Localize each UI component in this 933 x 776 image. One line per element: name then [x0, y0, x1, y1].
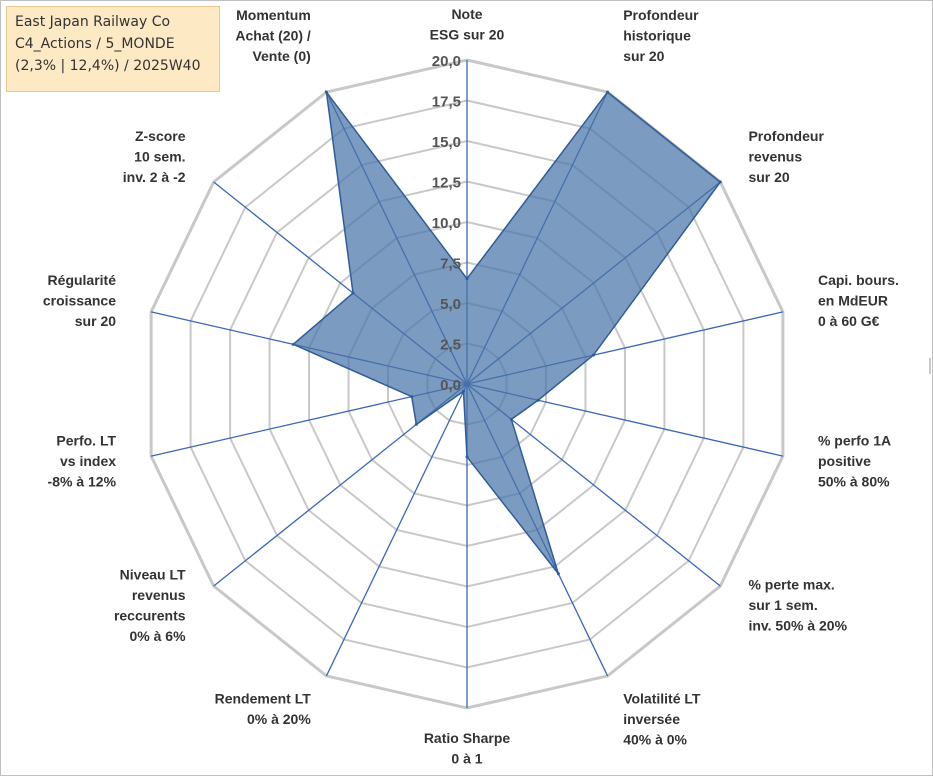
series-area [291, 89, 722, 575]
axis-label: Rendement LT 0% à 20% [215, 690, 312, 727]
chart-title-box: East Japan Railway Co C4_Actions / 5_MON… [6, 6, 220, 92]
axis-label-line: Capi. bours. [818, 272, 899, 288]
tick-label: 7,5 [440, 256, 461, 273]
series-point [591, 353, 595, 357]
axis-label-line: historique [623, 28, 691, 44]
axis-label-line: % perfo 1A [818, 432, 891, 448]
axis-label-line: Ratio Sharpe [424, 730, 511, 746]
series-point [606, 90, 610, 94]
axis-label-line: croissance [43, 293, 116, 309]
axis-spoke [325, 383, 468, 677]
series-point [414, 422, 418, 426]
axis-label-line: en MdEUR [818, 293, 888, 309]
axis-label-line: Niveau LT [120, 566, 186, 582]
axis-label-line: sur 20 [75, 313, 116, 329]
axis-label-line: 0 à 1 [451, 751, 482, 767]
axis-label-line: Momentum [236, 7, 311, 23]
series-point [536, 398, 540, 402]
axis-label-line: positive [818, 453, 871, 469]
axis-label: Ratio Sharpe 0 à 1 [424, 730, 511, 767]
axis-label: % perte max. sur 1 sem. inv. 50% à 20% [748, 577, 847, 634]
series-point [291, 342, 295, 346]
axis-label: Volatilité LT inversée 40% à 0% [623, 690, 701, 747]
axis-label-line: revenus [132, 587, 186, 603]
axis-label-line: 0% à 20% [247, 711, 311, 727]
axis-label-line: Volatilité LT [623, 690, 701, 706]
axis-label-line: 50% à 80% [818, 473, 890, 489]
axis-label-line: ESG sur 20 [430, 27, 505, 43]
axis-label-line: inversée [623, 711, 680, 727]
axis-label: Z-score 10 sem. inv. 2 à -2 [123, 128, 186, 185]
axis-label-line: Rendement LT [215, 690, 312, 706]
tick-label: 2,5 [440, 337, 461, 354]
tick-label: 12,5 [432, 175, 461, 192]
tick-label: 20,0 [432, 53, 461, 70]
axis-label-line: Profondeur [748, 128, 824, 144]
series-point [556, 572, 560, 576]
series-point [410, 395, 414, 399]
axis-label: % perfo 1A positive 50% à 80% [818, 432, 891, 489]
axis-label-line: Vente (0) [252, 48, 310, 64]
tick-label: 5,0 [440, 296, 461, 313]
axis-label-line: sur 20 [748, 169, 789, 185]
tick-label: 10,0 [432, 215, 461, 232]
axis-label-line: Perfo. LT [56, 432, 116, 448]
series-point [351, 291, 355, 295]
axis-label-line: Z-score [135, 128, 186, 144]
radar-series [291, 89, 722, 576]
tick-label: 0,0 [440, 377, 461, 394]
axis-label: Momentum Achat (20) / Vente (0) [235, 7, 311, 64]
axis-label-line: 0 à 60 G€ [818, 313, 880, 329]
title-line-range: (2,3% | 12,4%) / 2025W40 [15, 58, 201, 74]
axis-label-line: sur 20 [623, 48, 664, 64]
series-point [461, 389, 465, 393]
axis-label: Profondeur revenus sur 20 [748, 128, 824, 185]
radar-axis-labels: Note ESG sur 20 Profondeur historique sur 20… [43, 6, 899, 767]
axis-label-line: Achat (20) / [235, 28, 311, 44]
radar-tick-labels: 0,0 2,5 5,0 7,5 10,0 12,5 15,0 17,5 20,0 [432, 53, 461, 394]
axis-label-line: Profondeur [623, 7, 699, 23]
axis-label-line: inv. 50% à 20% [748, 618, 847, 634]
axis-label-line: sur 1 sem. [748, 597, 817, 613]
title-line-category: C4_Actions / 5_MONDE [15, 36, 175, 52]
series-point [718, 180, 722, 184]
axis-label-line: 40% à 0% [623, 731, 687, 747]
series-point [324, 90, 328, 94]
title-line-company: East Japan Railway Co [15, 14, 171, 30]
axis-label-line: vs index [60, 453, 116, 469]
axis-label-line: inv. 2 à -2 [123, 169, 186, 185]
tick-label: 17,5 [432, 94, 461, 111]
axis-label: Perfo. LT vs index -8% à 12% [48, 432, 117, 489]
axis-label-line: % perte max. [748, 577, 834, 593]
axis-label-line: -8% à 12% [48, 473, 117, 489]
axis-label: Capi. bours. en MdEUR 0 à 60 G€ [818, 272, 899, 329]
axis-label-line: revenus [748, 148, 802, 164]
axis-label-line: 0% à 6% [129, 628, 186, 644]
series-point [509, 417, 513, 421]
axis-label: Régularité croissance sur 20 [43, 272, 116, 329]
axis-label-line: Note [451, 6, 482, 22]
axis-label: Note ESG sur 20 [430, 6, 505, 43]
tick-label: 15,0 [432, 134, 461, 151]
axis-label-line: reccurents [114, 607, 186, 623]
series-point [465, 277, 469, 281]
axis-label-line: 10 sem. [134, 148, 185, 164]
axis-label: Profondeur historique sur 20 [623, 7, 699, 64]
scrollbar-mark [929, 358, 931, 374]
axis-label: Niveau LT revenus reccurents 0% à 6% [114, 566, 186, 644]
series-point [465, 455, 469, 459]
axis-label-line: Régularité [48, 272, 117, 288]
